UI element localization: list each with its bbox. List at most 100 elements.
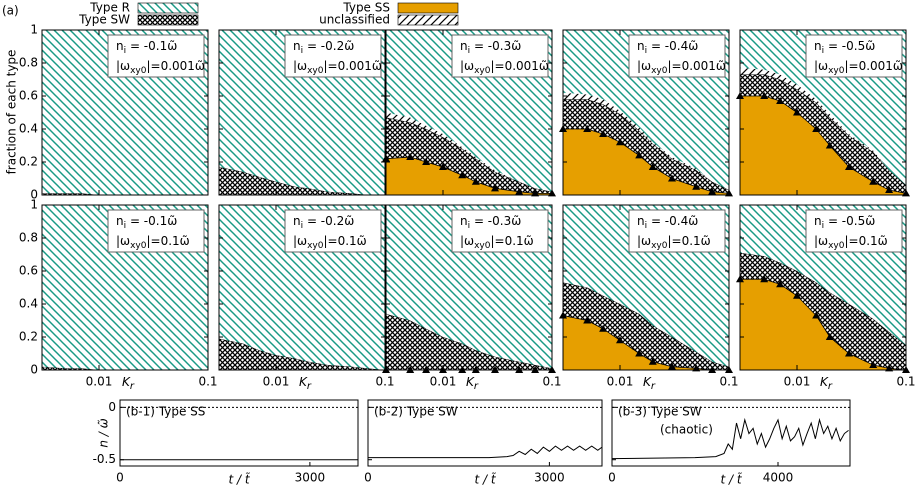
y-tick-label: 0 — [30, 363, 38, 377]
marker — [869, 361, 878, 369]
annotation-part: n — [637, 214, 645, 228]
annotation-part: i — [301, 46, 304, 56]
frame — [739, 204, 907, 371]
y-tick-label: 0.8 — [19, 56, 38, 70]
legend-label: Type SW — [78, 13, 130, 27]
annotation: |ωxy0|=0.1ω̃ — [637, 234, 711, 251]
annotation-part: = -0.1ω̃ — [126, 214, 177, 228]
marker — [668, 362, 677, 370]
annotation-part: i — [124, 46, 127, 56]
annotation-part: = -0.4ω̃ — [647, 214, 698, 228]
panel: 0 0.2 0.4 0.6 0.8 1 0.01 0.1 Kr ni = -0.1ω̃ |ωxy0|… — [19, 198, 218, 393]
frame — [41, 29, 209, 196]
annotation-part: |=0.1ω̃ — [323, 234, 366, 248]
annotation-part: i — [822, 46, 825, 56]
annotation-part: |ω — [460, 234, 474, 248]
annotation-part: = -0.2ω̃ — [303, 214, 354, 228]
annotation-part: |ω — [293, 234, 307, 248]
annotation-part: xy0 — [130, 241, 147, 251]
y-tick-label: 0.6 — [19, 264, 38, 278]
x-axis-label: t / t̃ — [228, 472, 250, 486]
annotation-part: i — [645, 221, 648, 231]
area — [563, 129, 729, 195]
marker — [583, 125, 592, 132]
marker — [635, 349, 644, 357]
panel-title: (b-3) Type SW — [618, 405, 702, 419]
annotation-part: |ω — [814, 234, 828, 248]
marker — [515, 187, 524, 195]
annotation-part: i — [468, 46, 471, 56]
annotation-part: xy0 — [828, 66, 845, 76]
x-axis-label-main: K — [466, 375, 475, 389]
area — [563, 315, 729, 370]
annotation-part: = -0.1ω̃ — [126, 39, 177, 53]
annotation-part: |ω — [460, 59, 474, 73]
frame — [385, 204, 553, 371]
legend-label: Type R — [89, 1, 130, 15]
frame — [41, 204, 209, 371]
panel-subtitle: (chaotic) — [660, 423, 713, 437]
annotation-box — [107, 34, 205, 78]
annotation-box — [805, 209, 903, 253]
panel: ni = -0.5ω̃ |ωxy0|=0.001ω̃ — [736, 29, 910, 197]
y-tick-label: 1 — [30, 198, 38, 212]
legend-label: Type SS — [342, 1, 390, 15]
annotation-part: xy0 — [130, 66, 147, 76]
marker — [615, 336, 624, 344]
marker — [648, 357, 657, 365]
marker — [869, 177, 878, 185]
x-axis-label-main: K — [122, 375, 131, 389]
frame — [739, 29, 907, 196]
annotation: ni = -0.5ω̃ — [814, 39, 875, 56]
legend-swatch — [397, 2, 459, 14]
annotation: |ωxy0|=0.001ω̃ — [293, 59, 382, 76]
x-axis-label-main: K — [820, 375, 829, 389]
x-tick-label: 0 — [116, 471, 124, 485]
annotation-part: xy0 — [307, 66, 324, 76]
y-tick-label: 0.6 — [19, 89, 38, 103]
annotation: ni = -0.3ω̃ — [460, 39, 521, 56]
annotation: ni = -0.2ω̃ — [293, 214, 354, 231]
panel: 0 0.2 0.4 0.6 0.8 1 ni = -0.1ω̃ |ωxy0|=0.001ω̃ — [19, 23, 209, 202]
annotation: ni = -0.3ω̃ — [460, 214, 521, 231]
x-axis-label-sub: r — [307, 381, 312, 392]
annotation: |ωxy0|=0.1ω̃ — [116, 234, 190, 251]
marker — [825, 141, 834, 149]
annotation: |ωxy0|=0.1ω̃ — [460, 234, 534, 251]
y-axis-label: fraction of each type — [5, 50, 19, 175]
panel: 0 3000 t / t̃ (b-2) Type SW — [364, 399, 603, 487]
marker — [471, 177, 480, 185]
annotation-part: n — [814, 214, 822, 228]
area — [386, 157, 552, 195]
x-tick-label: 0.01 — [263, 375, 290, 389]
y-tick-label: 0.4 — [19, 297, 38, 311]
x-axis-label-sub: r — [651, 381, 656, 392]
panel: 0.01 0.1 Kr ni = -0.4ω̃ |ωxy0|=0.1ω̃ — [559, 204, 739, 392]
annotation-part: |ω — [293, 59, 307, 73]
marker — [825, 333, 834, 340]
annotation-part: xy0 — [307, 241, 324, 251]
annotation-part: |=0.001ω̃ — [844, 59, 903, 73]
marker — [438, 162, 447, 170]
marker — [776, 280, 785, 288]
x-tick-label: 0.1 — [198, 375, 217, 389]
panel-title: (b-1) Type SS — [126, 405, 205, 419]
marker — [599, 324, 608, 332]
annotation-part: |=0.1ω̃ — [490, 234, 533, 248]
annotation-part: i — [468, 221, 471, 231]
y-tick-label: -0.5 — [93, 452, 116, 466]
area — [563, 92, 729, 191]
marker — [792, 108, 801, 116]
legend-swatch — [137, 14, 199, 26]
annotation-box — [107, 209, 205, 253]
x-tick-label: 3000 — [295, 471, 326, 485]
y-axis-label: n / ω̃ — [97, 418, 111, 447]
marker — [406, 153, 415, 161]
x-tick-label: 0 — [608, 471, 616, 485]
panel: 0 4000 t / t̃ (b-3) Type SW (chaotic) — [608, 399, 851, 487]
annotation-part: xy0 — [651, 66, 668, 76]
annotation-part: n — [116, 214, 124, 228]
annotation-box — [628, 34, 726, 78]
annotation-box — [451, 34, 549, 78]
